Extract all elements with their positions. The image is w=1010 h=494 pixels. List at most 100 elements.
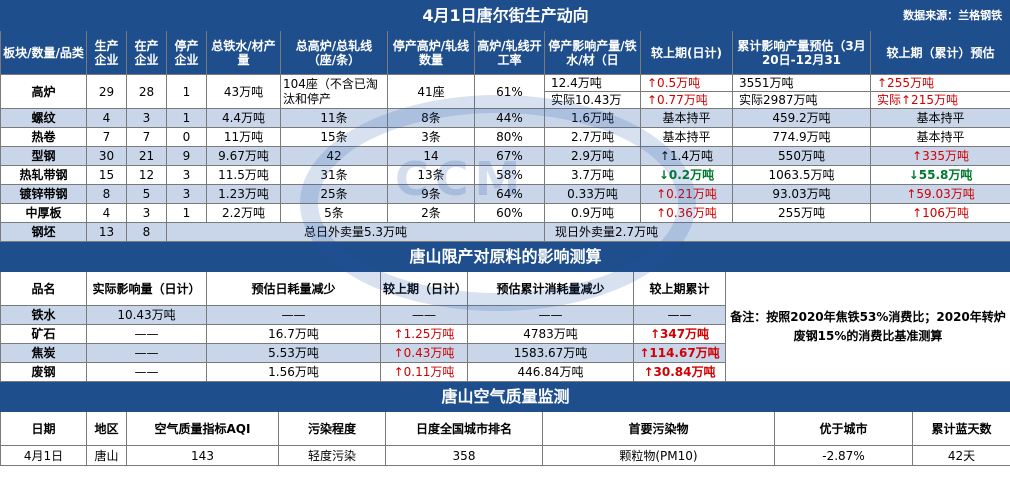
cell: —— [86, 343, 207, 363]
table-row: 焦炭 —— 5.53万吨 ↑0.43万吨 1583.67万吨 ↑114.67万吨 [0, 343, 1010, 363]
header-cell: 日度全国城市排名 [385, 411, 543, 446]
note: 备注：按照2020年焦铁53%消费比；2020年转炉废钢15%的消费比基准测算 [724, 271, 1010, 382]
cell: 7 [126, 127, 167, 147]
header-cell: 在产企业 [126, 30, 167, 75]
table-row: 中厚板 4 3 1 2.2万吨 5条 2条 60% 0.9万吨 ↑0.36万吨 … [0, 203, 1010, 223]
cell: 0 [166, 127, 207, 147]
data-source: 数据来源：兰格钢铁 [903, 9, 1003, 22]
section2-header-row: 品名 实际影响量（日计） 预估日耗量减少 较上期（日计） 预估累计消耗量减少 较… [0, 271, 1010, 382]
cell: 3 [126, 108, 167, 128]
table-row: 矿石 —— 16.7万吨 ↑1.25万吨 4783万吨 ↑347万吨 [0, 324, 1010, 344]
cell: 4月1日 [0, 445, 87, 466]
cell: 2.7万吨 [544, 127, 641, 147]
cell: 2条 [387, 203, 475, 223]
cell: 8 [86, 184, 127, 204]
header-cell: 累计影响产量预估（3月20日-12月31 [732, 30, 871, 75]
cell: 16.7万吨 [206, 324, 381, 344]
cell: 29 [86, 74, 127, 109]
cell: 1 [166, 108, 207, 128]
header-cell: 预估累计消耗量减少 [467, 271, 634, 306]
cell: —— [206, 305, 381, 325]
cell: 15条 [280, 127, 388, 147]
cell: 104座（不含已淘汰和停产 [280, 74, 388, 109]
cell: 60% [474, 203, 545, 223]
cell: 459.2万吨 [732, 108, 871, 128]
header-cell: 较上期(日计) [640, 30, 733, 75]
section3-title-bar: 唐山空气质量监测 [0, 382, 1010, 412]
cell: ↓55.8万吨 [869, 165, 1010, 185]
cell: 42天 [911, 445, 1010, 466]
cell: 0.9万吨 [544, 203, 641, 223]
cell: 1063.5万吨 [732, 165, 871, 185]
cell: ↑0.11万吨 [380, 362, 468, 382]
cell: 774.9万吨 [732, 127, 871, 147]
header-cell: 预估日耗量减少 [206, 271, 381, 306]
cell: 1 [166, 203, 207, 223]
section1-title-bar: 4月1日唐尔街生产动向 数据来源：兰格钢铁 [0, 0, 1010, 31]
cell: 12 [126, 165, 167, 185]
cell: 4 [86, 203, 127, 223]
cell: 4 [86, 108, 127, 128]
header-cell: 首要污染物 [542, 411, 775, 446]
cell: 1.23万吨 [206, 184, 281, 204]
row-name: 焦炭 [0, 343, 87, 363]
table-row: 型钢 30 21 9 9.67万吨 42 14 67% 2.9万吨 ↑1.4万吨… [0, 146, 1010, 166]
cell: ↑1.4万吨 [640, 146, 733, 166]
cell: 实际10.43万 [545, 91, 640, 108]
cell: 550万吨 [732, 146, 871, 166]
cell: 3551万吨 [739, 76, 794, 90]
cell: ↑335万吨 [869, 146, 1010, 166]
cell: 基本持平 [640, 127, 733, 147]
header-cell: 较上期（累计）预估 [869, 30, 1010, 75]
header-cell: 停产高炉/轧线数量 [387, 30, 475, 75]
cell: 61% [474, 74, 545, 109]
cell: 1.6万吨 [544, 108, 641, 128]
cell: 9 [166, 146, 207, 166]
header-cell: 地区 [86, 411, 127, 446]
cell: 实际↑215万吨 [871, 91, 1010, 108]
cell: 0.33万吨 [544, 184, 641, 204]
table-row: 废钢 —— 1.56万吨 ↑0.11万吨 446.84万吨 ↑30.84万吨 [0, 362, 1010, 382]
section1-title: 4月1日唐尔街生产动向 [422, 5, 589, 25]
production-table: 4月1日唐尔街生产动向 数据来源：兰格钢铁 板块/数量/品类 生产企业 在产企业… [0, 0, 1010, 242]
cell-split: ↑255万吨 实际↑215万吨 [869, 74, 1010, 109]
row-name: 铁水 [0, 305, 87, 325]
row-name: 热卷 [0, 127, 87, 147]
cell: 21 [126, 146, 167, 166]
cell: 9条 [387, 184, 475, 204]
cell: 358 [385, 445, 543, 466]
cell: ↑0.77万吨 [641, 91, 732, 108]
cell: —— [86, 362, 207, 382]
cell-split: 3551万吨 实际2987万吨 [732, 74, 871, 109]
section1-header-row: 板块/数量/品类 生产企业 在产企业 停产企业 总铁水/材产量 总高炉/总轧线（… [0, 30, 1010, 75]
cell: 4783万吨 [467, 324, 634, 344]
cell: 2.9万吨 [544, 146, 641, 166]
cell: 7 [86, 127, 127, 147]
cell: 8条 [387, 108, 475, 128]
row-name: 螺纹 [0, 108, 87, 128]
cell: ↑30.84万吨 [633, 362, 726, 382]
cell: —— [380, 305, 468, 325]
row-name: 热轧带钢 [0, 165, 87, 185]
cell: 25条 [280, 184, 388, 204]
row-name: 高炉 [0, 74, 87, 109]
row-name: 钢坯 [0, 222, 87, 242]
cell: 11.5万吨 [206, 165, 281, 185]
cell: ↑0.5万吨 [647, 76, 701, 90]
row-name: 废钢 [0, 362, 87, 382]
row-name: 矿石 [0, 324, 87, 344]
cell: 446.84万吨 [467, 362, 634, 382]
cell: 14 [387, 146, 475, 166]
cell: 颗粒物(PM10) [542, 445, 775, 466]
header-cell: 板块/数量/品类 [0, 30, 87, 75]
cell: 基本持平 [640, 108, 733, 128]
cell: ↑255万吨 [877, 76, 934, 90]
cell: 3.7万吨 [544, 165, 641, 185]
cell: -2.87% [774, 445, 913, 466]
cell: 9.67万吨 [206, 146, 281, 166]
cell: —— [633, 305, 726, 325]
cell: 1 [166, 74, 207, 109]
cell: 3 [166, 165, 207, 185]
cell: 15 [86, 165, 127, 185]
cell: 28 [126, 74, 167, 109]
